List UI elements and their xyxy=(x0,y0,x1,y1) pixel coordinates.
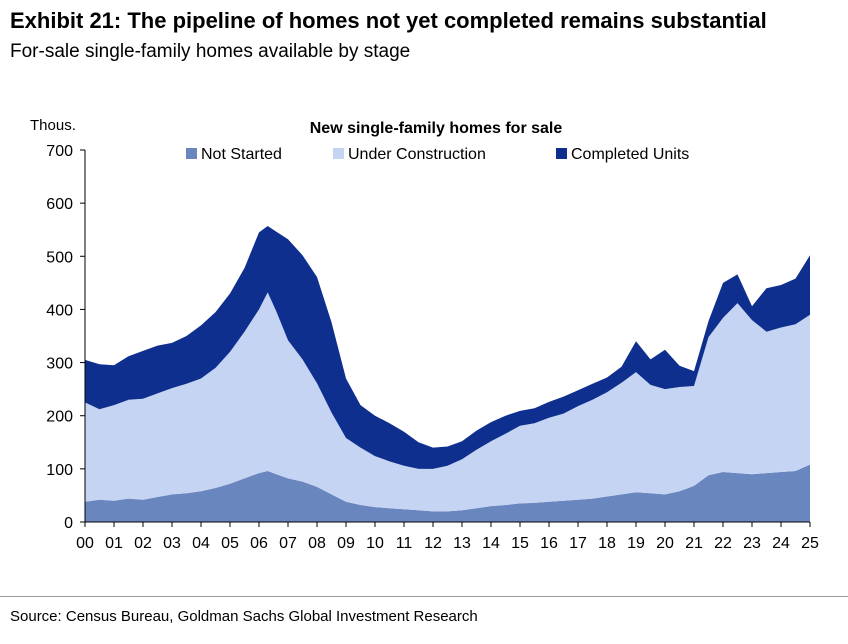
x-tick-label: 25 xyxy=(801,535,819,552)
x-tick-label: 22 xyxy=(714,535,732,552)
chart-areas xyxy=(85,226,810,522)
y-tick-label: 200 xyxy=(46,409,73,426)
y-tick-label: 500 xyxy=(46,249,73,266)
y-tick-label: 300 xyxy=(46,356,73,373)
legend-swatch xyxy=(556,148,567,159)
footer-divider xyxy=(0,596,848,597)
area-series-2 xyxy=(85,226,810,469)
exhibit-subtitle: For-sale single-family homes available b… xyxy=(10,41,411,62)
source-note: Source: Census Bureau, Goldman Sachs Glo… xyxy=(10,608,478,625)
area-series-1 xyxy=(85,292,810,512)
x-tick-label: 02 xyxy=(134,535,152,552)
x-tick-label: 12 xyxy=(424,535,442,552)
x-tick-label: 01 xyxy=(105,535,123,552)
legend-label: Under Construction xyxy=(348,146,486,163)
x-tick-label: 24 xyxy=(772,535,790,552)
x-tick-label: 23 xyxy=(743,535,761,552)
x-tick-label: 17 xyxy=(569,535,587,552)
y-tick-label: 0 xyxy=(64,515,73,532)
x-tick-label: 04 xyxy=(192,535,210,552)
y-axis-unit-label: Thous. xyxy=(30,117,76,134)
chart-axes: 0 100 200 300 400 500 600 700 00 01 02 03 04 05 06 07 08… xyxy=(46,143,819,552)
y-tick-label: 400 xyxy=(46,302,73,319)
x-tick-label: 14 xyxy=(482,535,500,552)
x-tick-label: 13 xyxy=(453,535,471,552)
x-tick-label: 07 xyxy=(279,535,297,552)
y-tick-label: 600 xyxy=(46,196,73,213)
x-tick-label: 05 xyxy=(221,535,239,552)
x-tick-label: 03 xyxy=(163,535,181,552)
x-tick-label: 18 xyxy=(598,535,616,552)
x-tick-label: 08 xyxy=(308,535,326,552)
legend-label: Completed Units xyxy=(571,146,689,163)
x-tick-label: 15 xyxy=(511,535,529,552)
x-tick-label: 11 xyxy=(396,535,413,552)
y-tick-label: 100 xyxy=(46,462,73,479)
legend-swatch xyxy=(186,148,197,159)
x-tick-label: 20 xyxy=(656,535,674,552)
x-tick-label: 06 xyxy=(250,535,268,552)
x-tick-label: 21 xyxy=(685,535,703,552)
chart-legend: Not Started Under Construction Completed U… xyxy=(186,146,689,163)
x-tick-label: 09 xyxy=(337,535,355,552)
x-tick-label: 00 xyxy=(76,535,94,552)
legend-swatch xyxy=(333,148,344,159)
x-tick-label: 16 xyxy=(540,535,558,552)
y-tick-label: 700 xyxy=(46,143,73,160)
x-tick-label: 19 xyxy=(627,535,645,552)
chart-svg: 0 100 200 300 400 500 600 700 00 01 02 03 04 05 06 07 08… xyxy=(30,117,819,552)
chart-title: New single-family homes for sale xyxy=(310,120,563,137)
area-series-0 xyxy=(85,464,810,522)
exhibit-title: Exhibit 21: The pipeline of homes not ye… xyxy=(10,8,767,33)
x-tick-label: 10 xyxy=(366,535,384,552)
legend-label: Not Started xyxy=(201,146,282,163)
